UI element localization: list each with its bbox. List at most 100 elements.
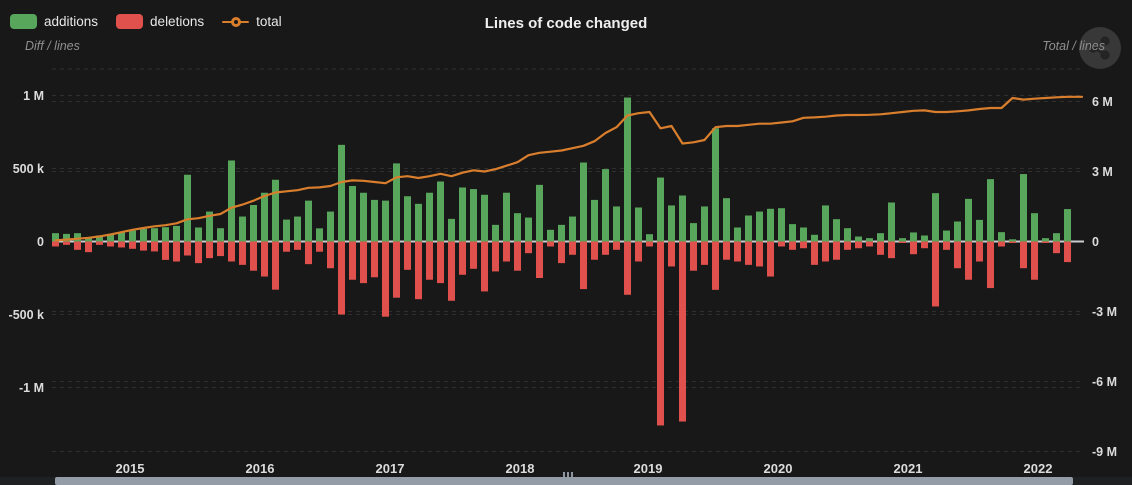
bar-additions[interactable] [679,195,686,242]
bar-additions[interactable] [855,236,862,242]
bar-additions[interactable] [162,227,169,242]
bar-deletions[interactable] [426,241,433,280]
bar-additions[interactable] [558,224,565,242]
bar-deletions[interactable] [305,241,312,265]
bar-additions[interactable] [52,233,59,242]
bar-deletions[interactable] [998,241,1005,247]
bar-additions[interactable] [151,228,158,242]
bar-deletions[interactable] [613,241,620,250]
bar-deletions[interactable] [338,241,345,315]
bar-additions[interactable] [998,232,1005,242]
bar-deletions[interactable] [965,241,972,280]
bar-additions[interactable] [789,224,796,242]
bar-deletions[interactable] [151,241,158,252]
bar-deletions[interactable] [371,241,378,278]
bar-deletions[interactable] [382,241,389,317]
bar-deletions[interactable] [635,241,642,262]
bar-additions[interactable] [954,221,961,242]
bar-deletions[interactable] [855,241,862,249]
bar-deletions[interactable] [668,241,675,267]
scrollbar-grip-icon[interactable] [561,471,575,477]
bar-deletions[interactable] [481,241,488,292]
bar-deletions[interactable] [822,241,829,262]
bar-additions[interactable] [1020,174,1027,242]
bar-additions[interactable] [932,193,939,242]
bar-additions[interactable] [261,192,268,242]
bar-deletions[interactable] [558,241,565,264]
bar-deletions[interactable] [415,241,422,300]
bar-deletions[interactable] [206,241,213,259]
legend-item-deletions[interactable]: deletions [116,14,204,29]
bar-additions[interactable] [800,227,807,242]
legend-item-additions[interactable]: additions [10,14,98,29]
bar-additions[interactable] [74,233,81,242]
bar-additions[interactable] [217,228,224,242]
bar-deletions[interactable] [679,241,686,422]
bar-deletions[interactable] [404,241,411,270]
bar-deletions[interactable] [580,241,587,290]
bar-additions[interactable] [338,144,345,242]
bar-additions[interactable] [173,225,180,242]
bar-deletions[interactable] [976,241,983,262]
bar-deletions[interactable] [921,241,928,249]
bar-additions[interactable] [987,179,994,242]
bar-deletions[interactable] [437,241,444,284]
bar-deletions[interactable] [250,241,257,271]
plot-area[interactable]: 1 M 500 k 0 -500 k -1 M 6 M 3 M 0 -3 M -6 M -9 M 20… [0,0,1132,474]
bar-additions[interactable] [866,238,873,242]
bar-additions[interactable] [404,196,411,242]
bar-additions[interactable] [690,223,697,242]
bar-deletions[interactable] [756,241,763,267]
bar-additions[interactable] [349,186,356,242]
bar-additions[interactable] [888,202,895,242]
bar-additions[interactable] [294,216,301,242]
bar-deletions[interactable] [1031,241,1038,280]
bar-deletions[interactable] [888,241,895,259]
total-line[interactable] [54,95,1084,242]
bar-deletions[interactable] [536,241,543,279]
bar-additions[interactable] [129,230,136,242]
bar-deletions[interactable] [470,241,477,269]
bar-additions[interactable] [426,192,433,242]
bar-deletions[interactable] [514,241,521,271]
bar-additions[interactable] [107,233,114,242]
bar-deletions[interactable] [459,241,466,275]
bar-additions[interactable] [96,235,103,242]
bar-additions[interactable] [734,227,741,242]
bar-deletions[interactable] [173,241,180,262]
bar-additions[interactable] [591,199,598,242]
bar-additions[interactable] [514,213,521,242]
bar-deletions[interactable] [349,241,356,280]
bar-deletions[interactable] [1009,241,1016,244]
bar-additions[interactable] [756,211,763,242]
bar-deletions[interactable] [646,241,653,247]
bar-deletions[interactable] [393,241,400,298]
bar-additions[interactable] [712,128,719,242]
bar-deletions[interactable] [767,241,774,277]
bar-deletions[interactable] [162,241,169,260]
bar-additions[interactable] [63,233,70,242]
bar-additions[interactable] [393,163,400,242]
bar-deletions[interactable] [448,241,455,301]
panel-menu-button[interactable] [1079,27,1121,69]
bar-additions[interactable] [943,230,950,242]
bar-additions[interactable] [965,198,972,242]
bar-additions[interactable] [745,215,752,242]
bar-additions[interactable] [415,203,422,242]
legend-item-total[interactable]: total [222,14,282,29]
bar-additions[interactable] [118,232,125,242]
bar-additions[interactable] [701,206,708,242]
bar-deletions[interactable] [74,241,81,250]
bar-deletions[interactable] [778,241,785,247]
bar-deletions[interactable] [833,241,840,260]
bar-deletions[interactable] [1053,241,1060,254]
scrollbar-thumb[interactable] [55,477,1073,485]
bar-deletions[interactable] [316,241,323,252]
bar-additions[interactable] [646,234,653,242]
bar-additions[interactable] [1009,239,1016,242]
bar-deletions[interactable] [954,241,961,269]
bar-additions[interactable] [184,174,191,242]
bar-deletions[interactable] [745,241,752,265]
bar-deletions[interactable] [228,241,235,262]
bar-deletions[interactable] [932,241,939,307]
